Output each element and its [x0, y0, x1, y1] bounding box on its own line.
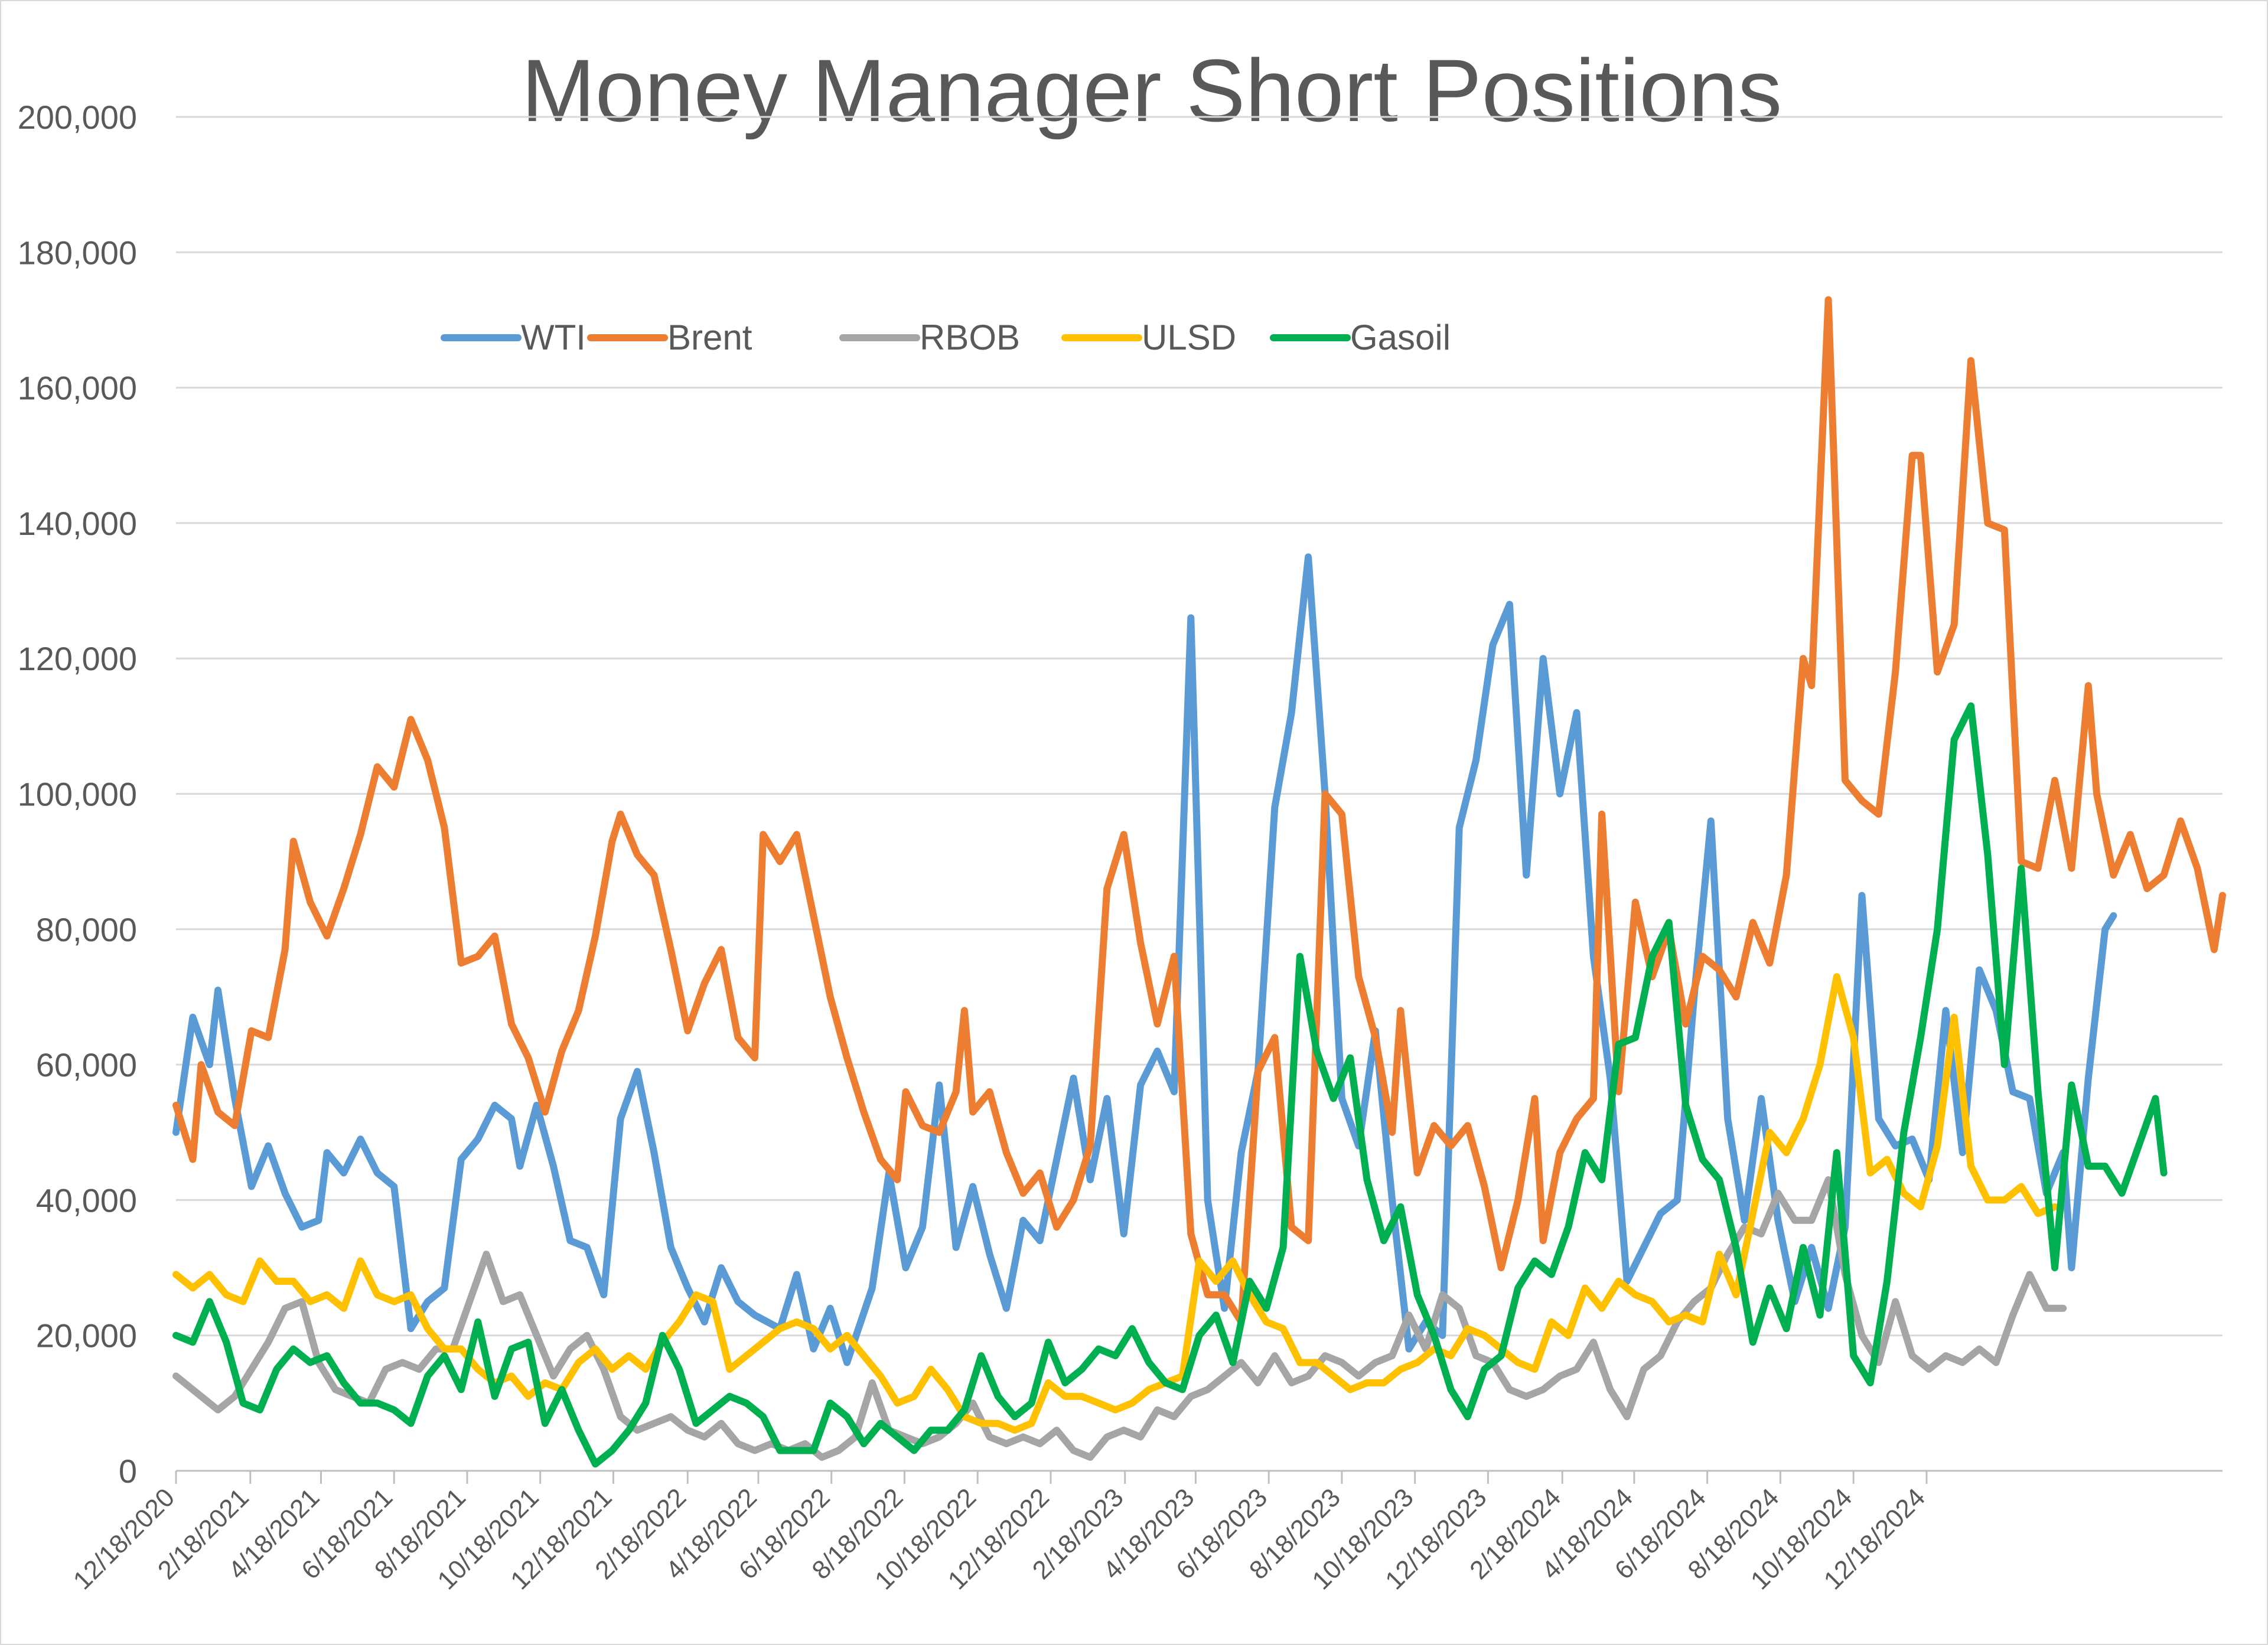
- legend-label-wti: WTI: [521, 318, 586, 357]
- legend-label-rbob: RBOB: [920, 318, 1020, 357]
- y-tick-label: 200,000: [18, 99, 137, 136]
- y-tick-label: 20,000: [36, 1317, 137, 1354]
- y-tick-label: 120,000: [18, 640, 137, 677]
- legend: WTI Brent RBOB ULSD Gasoil: [441, 318, 1451, 357]
- y-tick-label: 80,000: [36, 911, 137, 948]
- y-tick-label: 100,000: [18, 776, 137, 813]
- y-tick-label: 180,000: [18, 234, 137, 271]
- legend-label-ulsd: ULSD: [1142, 318, 1236, 357]
- y-tick-label: 160,000: [18, 370, 137, 407]
- y-tick-label: 0: [119, 1453, 137, 1490]
- legend-label-brent: Brent: [667, 318, 752, 357]
- y-tick-label: 40,000: [36, 1181, 137, 1219]
- x-tick-label: 12/18/2020: [68, 1483, 180, 1595]
- y-tick-label: 60,000: [36, 1046, 137, 1083]
- legend-label-gasoil: Gasoil: [1350, 318, 1451, 357]
- y-tick-label: 140,000: [18, 505, 137, 542]
- series-lines: [172, 296, 2226, 1468]
- chart-title: Money Manager Short Positions: [522, 41, 1782, 140]
- series-line-gasoil: [172, 702, 2168, 1468]
- series-line-wti: [172, 553, 2117, 1366]
